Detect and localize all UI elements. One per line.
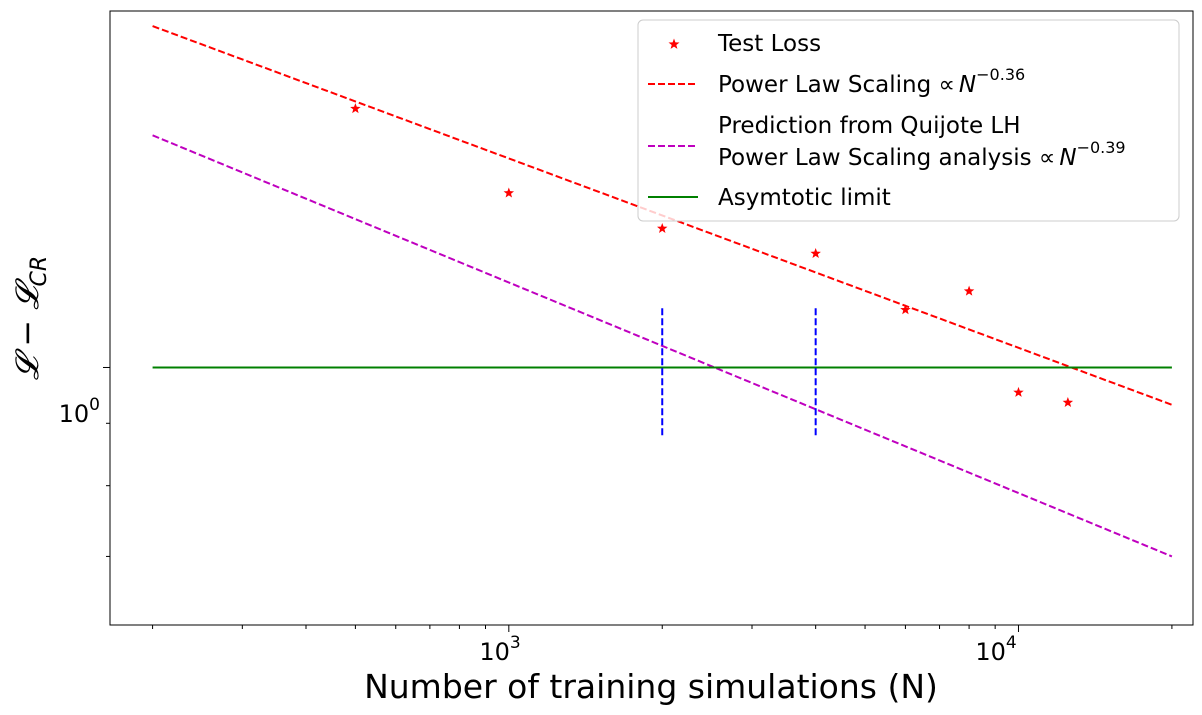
- test-loss-points-layer: [350, 103, 1074, 407]
- legend-label-test-loss: Test Loss: [717, 31, 821, 57]
- legend-label-power-law: Power Law Scaling ∝ N−0.36: [718, 65, 1025, 98]
- legend-box: [637, 19, 1180, 222]
- legend-entry-asymptotic-limit: Asymtotic limit: [648, 185, 891, 211]
- x-tick-label-10000: 104: [975, 633, 1016, 666]
- legend-label-quijote-line1: Prediction from Quijote LH: [718, 113, 1021, 139]
- test-loss-point-3: [810, 248, 821, 258]
- legend-entry-power-law: Power Law Scaling ∝ N−0.36: [648, 65, 1025, 98]
- x-tick-label-1000: 103: [479, 633, 520, 666]
- y-tick-label-1: 100: [59, 395, 100, 428]
- test-loss-point-0: [350, 103, 361, 114]
- test-loss-point-2: [657, 223, 668, 233]
- legend: Test Loss Power Law Scaling ∝ N−0.36 Pred…: [637, 19, 1180, 222]
- y-axis-label: 𝓛 − 𝓛CR: [8, 256, 52, 380]
- axes-frame: [109, 10, 1194, 626]
- axis-ticks-layer: [103, 366, 1173, 632]
- legend-star-icon: [668, 38, 680, 49]
- legend-entry-test-loss: Test Loss: [668, 31, 821, 57]
- test-loss-point-4: [900, 304, 911, 315]
- legend-label-asymptotic-limit: Asymtotic limit: [718, 185, 891, 211]
- test-loss-point-6: [1013, 386, 1024, 397]
- series-line-2: [152, 134, 1173, 558]
- test-loss-point-1: [503, 187, 515, 198]
- legend-entry-quijote-prediction: Prediction from Quijote LH Power Law Sca…: [648, 113, 1126, 171]
- x-axis-label: Number of training simulations (N): [364, 667, 938, 706]
- test-loss-point-7: [1062, 397, 1074, 407]
- test-loss-point-5: [963, 285, 975, 296]
- legend-label-quijote-line2: Power Law Scaling analysis ∝ N−0.39: [718, 138, 1126, 171]
